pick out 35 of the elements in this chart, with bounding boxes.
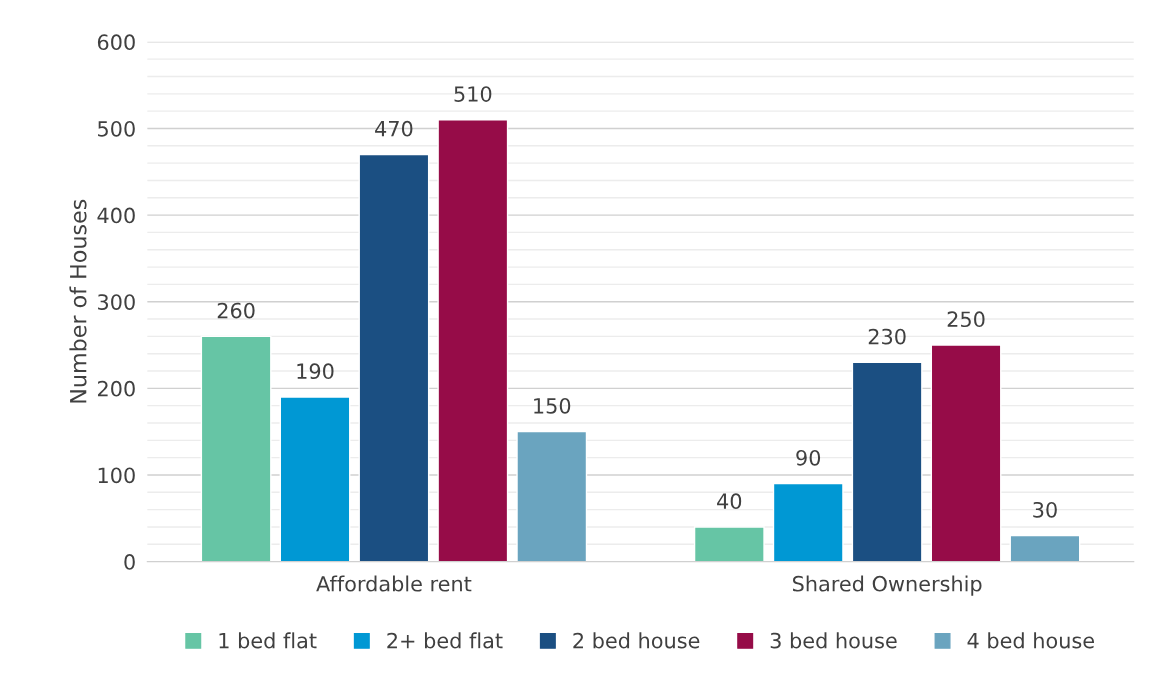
legend-label: 4 bed house bbox=[967, 632, 1094, 649]
bar bbox=[930, 344, 1002, 562]
data-label: 470 bbox=[375, 120, 413, 137]
x-tick-label: Shared Ownership bbox=[792, 575, 982, 596]
y-tick-label: 0 bbox=[124, 554, 135, 570]
bar bbox=[772, 482, 844, 562]
y-tick-label: 400 bbox=[97, 207, 135, 224]
bar bbox=[1009, 534, 1081, 562]
legend-label: 2 bed house bbox=[573, 632, 700, 649]
y-tick-label: 600 bbox=[97, 34, 135, 51]
data-label: 190 bbox=[297, 363, 334, 380]
x-tick-label: Affordable rent bbox=[316, 575, 472, 592]
bar bbox=[516, 430, 588, 562]
bar bbox=[358, 153, 430, 562]
data-label: 250 bbox=[947, 311, 985, 328]
data-label: 150 bbox=[534, 397, 571, 414]
y-axis-title: Number of Houses bbox=[69, 199, 87, 403]
legend-label: 2+ bed flat bbox=[387, 632, 503, 649]
legend-label: 1 bed flat bbox=[219, 632, 317, 649]
data-label: 90 bbox=[796, 449, 821, 466]
y-tick-label: 200 bbox=[97, 380, 135, 397]
bar bbox=[279, 396, 351, 562]
bar bbox=[437, 119, 509, 562]
bar bbox=[693, 526, 765, 562]
legend-label: 3 bed house bbox=[770, 632, 897, 649]
y-tick-label: 100 bbox=[98, 467, 135, 484]
y-tick-label: 300 bbox=[98, 294, 135, 310]
bar bbox=[851, 361, 923, 562]
data-label: 260 bbox=[217, 302, 255, 319]
bar bbox=[200, 335, 272, 562]
data-label: 230 bbox=[868, 328, 906, 345]
data-label: 30 bbox=[1033, 501, 1057, 518]
data-label: 40 bbox=[717, 493, 742, 510]
y-tick-label: 500 bbox=[98, 120, 135, 137]
data-label: 510 bbox=[454, 86, 492, 102]
